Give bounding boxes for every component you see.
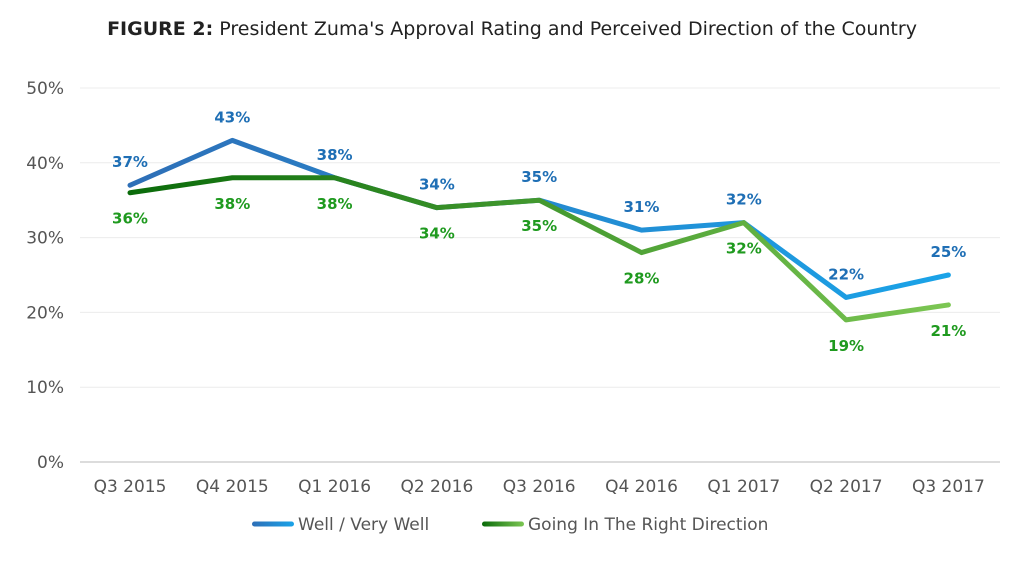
y-tick-label: 20% xyxy=(26,303,64,323)
chart-title: FIGURE 2: President Zuma's Approval Rati… xyxy=(0,18,1024,40)
x-tick-label: Q2 2016 xyxy=(400,477,473,497)
x-tick-label: Q4 2016 xyxy=(605,477,678,497)
data-label: 32% xyxy=(726,191,762,209)
legend-label: Going In The Right Direction xyxy=(528,515,768,535)
legend-label: Well / Very Well xyxy=(298,515,429,535)
x-tick-label: Q3 2015 xyxy=(94,477,167,497)
y-tick-label: 10% xyxy=(26,378,64,398)
y-tick-label: 50% xyxy=(26,79,64,99)
gridlines xyxy=(80,87,1000,463)
legend-swatch-fill xyxy=(482,521,524,527)
data-label: 34% xyxy=(419,176,455,194)
x-tick-label: Q1 2017 xyxy=(707,477,780,497)
data-label: 32% xyxy=(726,240,762,258)
data-label: 22% xyxy=(828,265,864,283)
data-label: 31% xyxy=(624,198,660,216)
data-label: 43% xyxy=(214,108,250,126)
y-tick-label: 40% xyxy=(26,154,64,174)
data-labels: 37% 43% 38% 34% 35% 31% 32% 22% 25% 36% 38% 38% 34% 3… xyxy=(112,108,966,355)
data-label: 28% xyxy=(624,270,660,288)
x-tick-label: Q3 2016 xyxy=(503,477,576,497)
data-label: 37% xyxy=(112,153,148,171)
y-tick-label: 30% xyxy=(26,229,64,249)
legend: Well / Very Well Going In The Right Direc… xyxy=(249,515,768,535)
data-label: 25% xyxy=(930,243,966,261)
legend-swatch-fill xyxy=(252,521,294,527)
y-tick-label: 0% xyxy=(37,453,64,473)
series-line-right-direction xyxy=(127,175,951,323)
x-tick-label: Q1 2016 xyxy=(298,477,371,497)
y-axis: 0% 10% 20% 30% 40% 50% xyxy=(26,79,64,473)
chart-title-text: President Zuma's Approval Rating and Per… xyxy=(219,18,917,40)
data-label: 38% xyxy=(214,195,250,213)
x-axis: Q3 2015 Q4 2015 Q1 2016 Q2 2016 Q3 2016 Q4 20… xyxy=(94,477,985,497)
data-label: 35% xyxy=(521,168,557,186)
data-label: 34% xyxy=(419,225,455,243)
x-tick-label: Q3 2017 xyxy=(912,477,985,497)
data-label: 38% xyxy=(317,195,353,213)
data-label: 19% xyxy=(828,337,864,355)
data-label: 38% xyxy=(317,146,353,164)
data-label: 35% xyxy=(521,217,557,235)
chart-title-prefix: FIGURE 2: xyxy=(107,18,214,40)
x-tick-label: Q4 2015 xyxy=(196,477,269,497)
series xyxy=(127,137,951,323)
x-tick-label: Q2 2017 xyxy=(810,477,883,497)
data-label: 36% xyxy=(112,210,148,228)
data-label: 21% xyxy=(930,322,966,340)
